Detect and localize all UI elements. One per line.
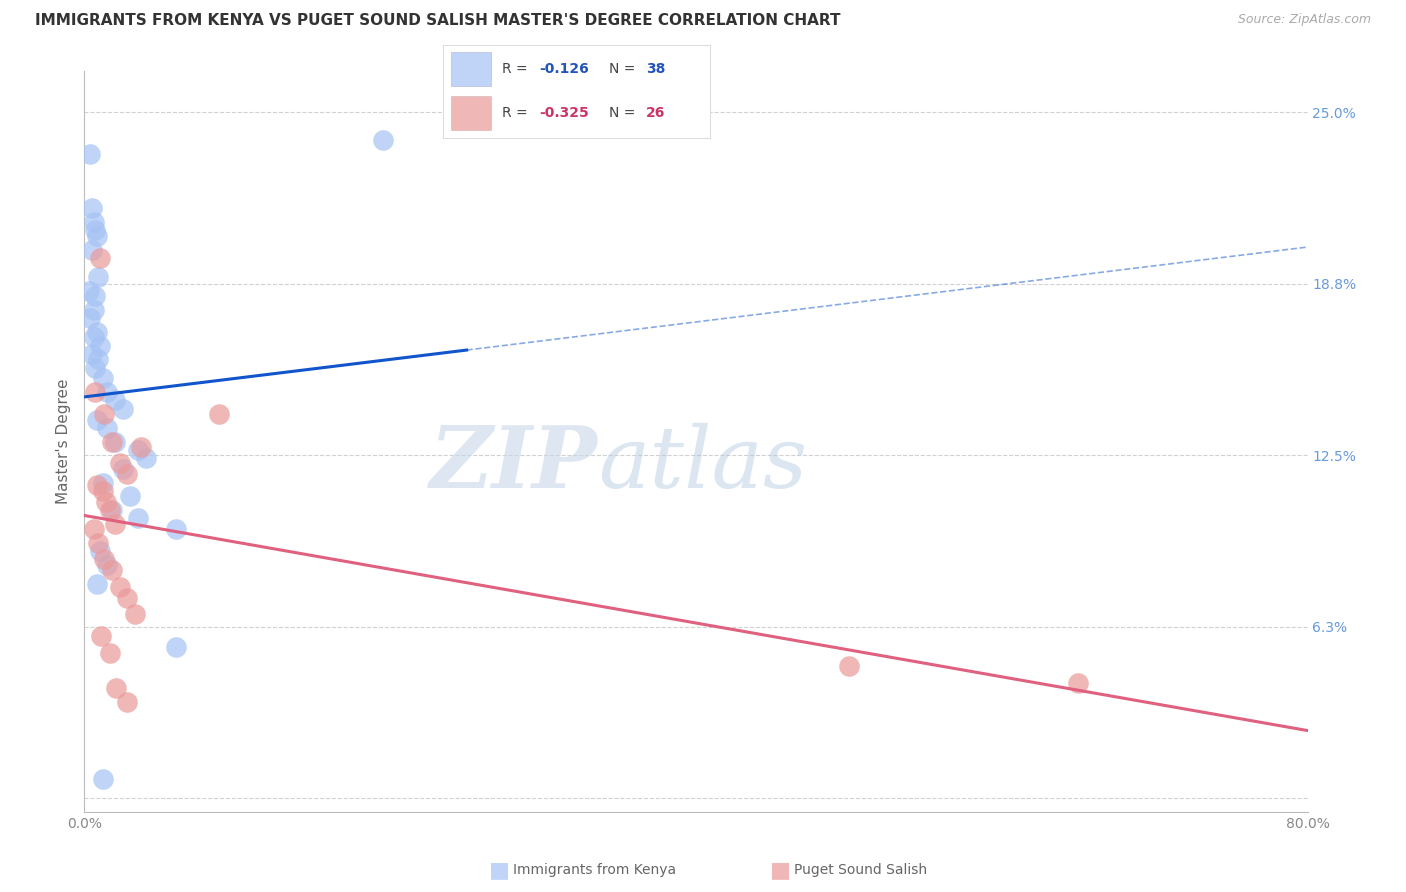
Text: N =: N = xyxy=(609,106,640,120)
Point xyxy=(86,412,108,426)
Text: IMMIGRANTS FROM KENYA VS PUGET SOUND SALISH MASTER'S DEGREE CORRELATION CHART: IMMIGRANTS FROM KENYA VS PUGET SOUND SAL… xyxy=(35,13,841,29)
Point xyxy=(120,489,142,503)
Point xyxy=(165,522,187,536)
FancyBboxPatch shape xyxy=(451,52,491,86)
Point xyxy=(104,434,127,449)
Point xyxy=(84,360,107,375)
Point xyxy=(93,407,115,421)
Point xyxy=(111,401,134,416)
Point xyxy=(101,503,124,517)
Point xyxy=(91,772,114,786)
Point xyxy=(838,659,860,673)
Point xyxy=(108,457,131,471)
Text: R =: R = xyxy=(502,62,531,76)
Text: ■: ■ xyxy=(489,860,509,880)
Point xyxy=(208,407,231,421)
Point xyxy=(115,591,138,605)
Point xyxy=(83,302,105,317)
Text: 26: 26 xyxy=(645,106,665,120)
Point xyxy=(89,251,111,265)
Point xyxy=(86,325,108,339)
Y-axis label: Master's Degree: Master's Degree xyxy=(56,379,72,504)
Point xyxy=(87,536,110,550)
Text: Puget Sound Salish: Puget Sound Salish xyxy=(794,863,928,877)
Text: ZIP: ZIP xyxy=(430,422,598,506)
Point xyxy=(89,544,111,558)
Point xyxy=(83,330,105,344)
Point xyxy=(101,563,124,577)
Text: Source: ZipAtlas.com: Source: ZipAtlas.com xyxy=(1237,13,1371,27)
Point xyxy=(91,371,114,385)
Point xyxy=(115,695,138,709)
Point xyxy=(111,462,134,476)
Point xyxy=(127,442,149,457)
Point xyxy=(87,270,110,285)
Point xyxy=(80,347,103,361)
Point xyxy=(80,243,103,257)
Text: -0.126: -0.126 xyxy=(538,62,589,76)
Point xyxy=(127,511,149,525)
Point xyxy=(165,640,187,655)
Text: R =: R = xyxy=(502,106,531,120)
Point xyxy=(87,352,110,367)
Point xyxy=(83,522,105,536)
Point xyxy=(79,311,101,326)
Point xyxy=(98,503,121,517)
Point xyxy=(115,467,138,482)
Point xyxy=(86,228,108,243)
Point xyxy=(84,289,107,303)
FancyBboxPatch shape xyxy=(451,96,491,130)
Point xyxy=(101,434,124,449)
Text: Immigrants from Kenya: Immigrants from Kenya xyxy=(513,863,676,877)
Point xyxy=(91,483,114,498)
Point xyxy=(1067,676,1090,690)
Point xyxy=(90,629,112,643)
Point xyxy=(129,440,152,454)
Point xyxy=(93,552,115,566)
Text: ■: ■ xyxy=(770,860,790,880)
Text: -0.325: -0.325 xyxy=(538,106,589,120)
Point xyxy=(80,202,103,216)
Point xyxy=(371,133,394,147)
Point xyxy=(96,421,118,435)
Point xyxy=(96,558,118,572)
Point xyxy=(84,385,107,400)
Point xyxy=(77,284,100,298)
Text: atlas: atlas xyxy=(598,423,807,505)
Point xyxy=(104,516,127,531)
Point xyxy=(135,450,157,465)
Point xyxy=(104,393,127,408)
Point xyxy=(86,577,108,591)
Point xyxy=(108,580,131,594)
Point xyxy=(96,385,118,400)
Point xyxy=(89,338,111,352)
Text: 38: 38 xyxy=(645,62,665,76)
Point xyxy=(84,223,107,237)
Point xyxy=(124,607,146,622)
Text: N =: N = xyxy=(609,62,640,76)
Point xyxy=(86,478,108,492)
Point xyxy=(98,646,121,660)
Point xyxy=(91,475,114,490)
Point xyxy=(105,681,128,696)
Point xyxy=(79,146,101,161)
Point xyxy=(94,495,117,509)
Point xyxy=(83,215,105,229)
